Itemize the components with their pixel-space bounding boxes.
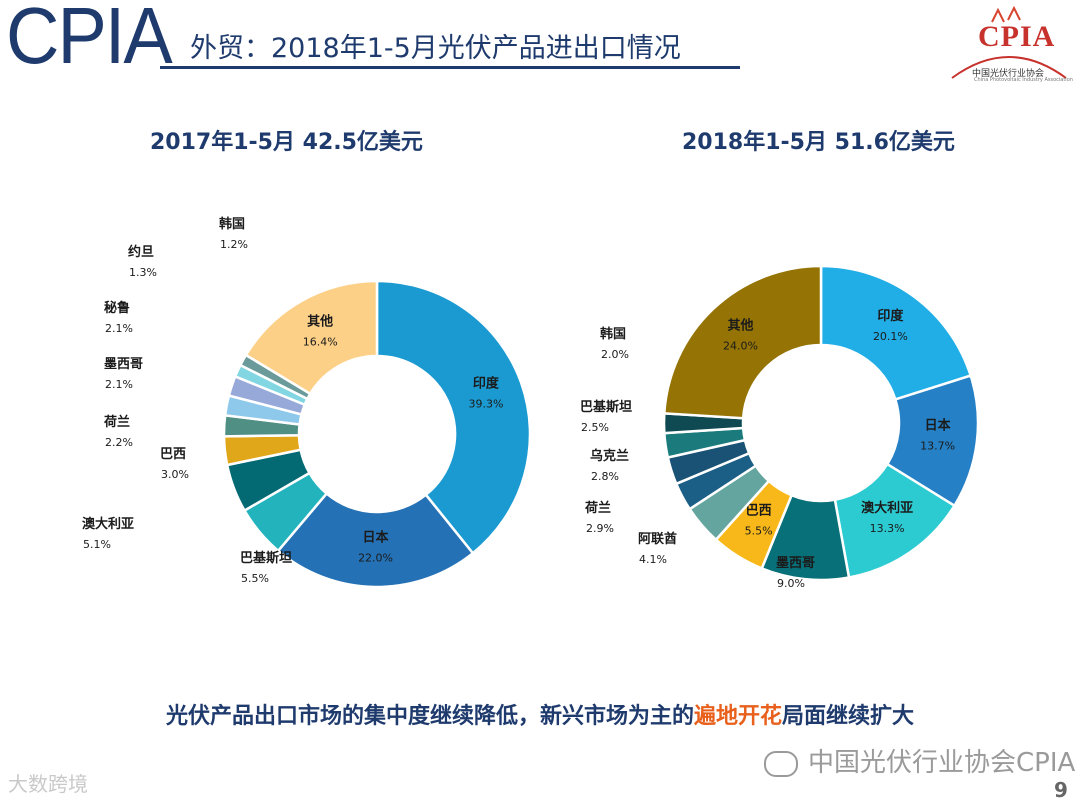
donut-slice-0-1	[276, 491, 475, 589]
donut-slice-1-0	[819, 264, 973, 402]
chart-title-2017: 2017年1-5月 42.5亿美元	[150, 130, 423, 155]
donut-slice-0-10	[244, 279, 379, 396]
slice-value-0-3: 5.1%	[83, 538, 111, 551]
org-logo-mark: CPIA	[978, 20, 1056, 53]
slice-value-1-9: 2.0%	[601, 348, 629, 361]
conclusion-text: 光伏产品出口市场的集中度继续降低，新兴市场为主的遍地开花局面继续扩大	[0, 698, 1080, 730]
donut-slice-1-10	[662, 264, 823, 420]
slice-label-1-6: 荷兰	[584, 500, 611, 516]
slice-value-1-10: 24.0%	[723, 339, 758, 352]
slice-label-0-9: 韩国	[219, 216, 245, 232]
org-logo-name-cn: 中国光伏行业协会	[972, 69, 1045, 79]
conclusion-after: 局面继续扩大	[782, 704, 915, 729]
donut-charts: 印度 39.3% 日本 22.0% 巴基斯坦 5.5% 澳大利亚 5.1% 巴西 3.0% 荷兰 2.…	[82, 216, 980, 590]
wechat-watermark: 中国光伏行业协会CPIA	[764, 742, 1075, 779]
slice-label-1-5: 阿联酋	[638, 531, 677, 547]
slice-value-1-5: 4.1%	[639, 553, 667, 566]
slice-label-1-3: 墨西哥	[776, 555, 815, 571]
slice-label-1-1: 日本	[925, 418, 951, 434]
slice-label-0-1: 日本	[363, 529, 389, 545]
org-logo-arc-icon	[951, 5, 1067, 79]
slice-value-1-1: 13.7%	[920, 440, 955, 453]
slice-label-1-9: 韩国	[600, 326, 626, 342]
conclusion-before: 光伏产品出口市场的集中度继续降低，新兴市场为主的	[165, 704, 694, 729]
slice-value-1-6: 2.9%	[586, 522, 614, 535]
slice-label-1-8: 巴基斯坦	[580, 399, 632, 415]
page-number: 9	[1054, 778, 1068, 802]
conclusion-highlight: 遍地开花	[693, 704, 782, 729]
slice-label-0-3: 澳大利亚	[82, 516, 134, 532]
header-rule	[160, 66, 740, 69]
slice-label-1-2: 澳大利亚	[861, 500, 913, 516]
slice-value-0-7: 2.1%	[105, 322, 133, 335]
org-logo-name-en: China Photovoltaic Industry Association	[974, 77, 1073, 83]
slice-value-0-9: 1.2%	[220, 238, 248, 251]
slide-title: 外贸：2018年1-5月光伏产品进出口情况	[190, 33, 681, 64]
slice-value-0-1: 22.0%	[358, 551, 393, 564]
slice-value-1-0: 20.1%	[873, 330, 908, 343]
slice-label-0-8: 约旦	[128, 244, 154, 260]
slice-value-0-6: 2.1%	[105, 378, 133, 391]
cpia-logo-text: CPIA	[6, 0, 173, 81]
slice-label-1-4: 巴西	[746, 504, 772, 519]
slice-value-0-2: 5.5%	[241, 572, 269, 585]
chart-title-2018: 2018年1-5月 51.6亿美元	[682, 130, 955, 155]
slice-value-1-2: 13.3%	[870, 522, 905, 535]
slice-value-0-5: 2.2%	[105, 436, 133, 449]
slice-value-0-4: 3.0%	[161, 468, 189, 481]
secondary-watermark: 大数跨境	[8, 772, 88, 796]
slice-value-0-10: 16.4%	[303, 335, 338, 348]
slice-value-0-0: 39.3%	[468, 398, 503, 411]
slice-label-0-6: 墨西哥	[104, 356, 143, 372]
slice-value-1-8: 2.5%	[581, 421, 609, 434]
slice-label-0-10: 其他	[307, 313, 333, 329]
donut-slice-0-0	[375, 279, 532, 555]
slice-label-0-2: 巴基斯坦	[240, 550, 292, 566]
slice-label-1-0: 印度	[877, 308, 904, 324]
slice-value-1-4: 5.5%	[745, 525, 773, 538]
slice-value-1-7: 2.8%	[591, 470, 619, 483]
slice-value-1-3: 9.0%	[777, 577, 805, 590]
slice-label-1-10: 其他	[727, 317, 753, 333]
slice-label-1-7: 乌克兰	[590, 448, 629, 464]
cpia-org-logo: CPIA 中国光伏行业协会 China Photovoltaic Industr…	[944, 5, 1074, 84]
wechat-icon	[764, 750, 798, 777]
slice-label-0-5: 荷兰	[103, 414, 130, 430]
slice-label-0-7: 秘鲁	[104, 300, 130, 316]
slice-label-0-0: 印度	[473, 376, 500, 392]
slice-label-0-4: 巴西	[160, 447, 186, 462]
slice-value-0-8: 1.3%	[129, 266, 157, 279]
watermark-text: 中国光伏行业协会CPIA	[808, 748, 1076, 778]
